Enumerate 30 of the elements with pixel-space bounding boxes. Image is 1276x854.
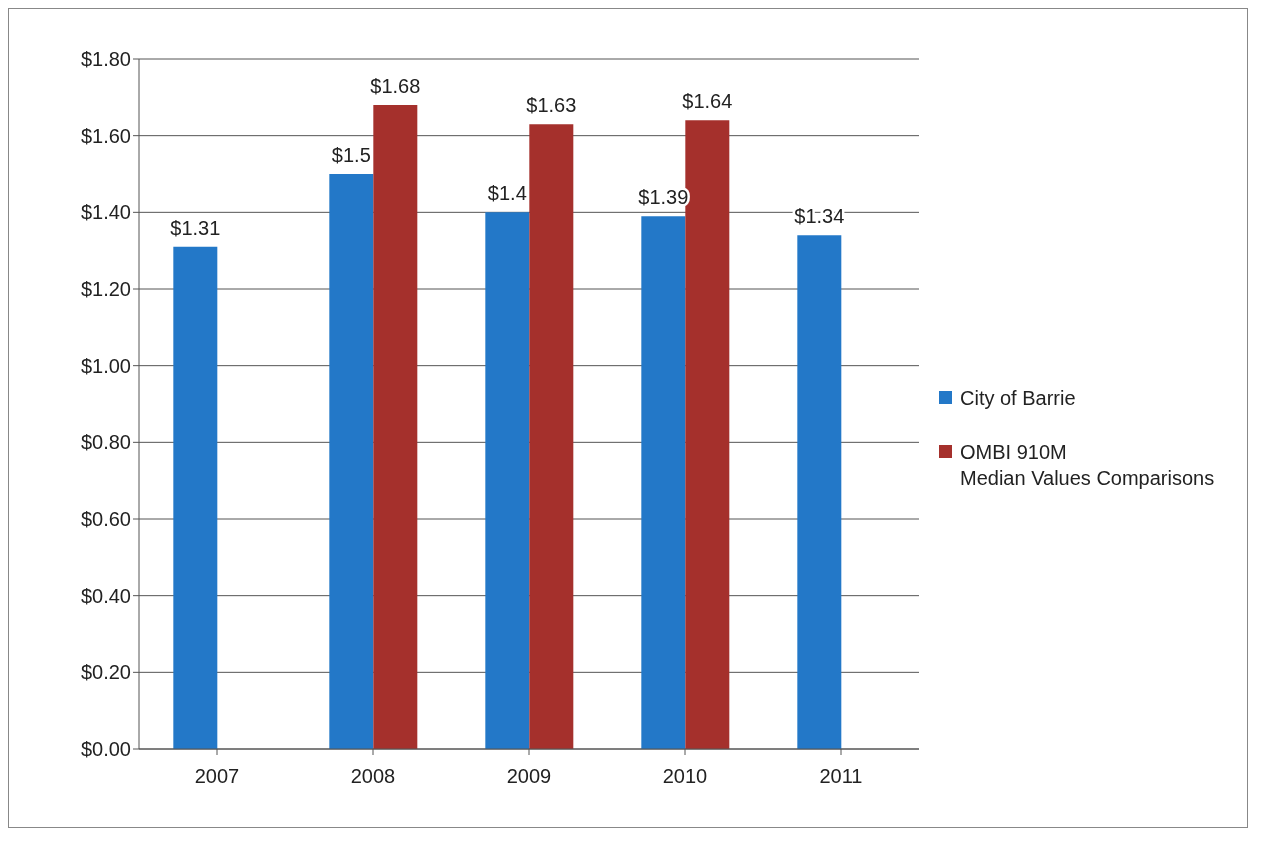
data-label: $1.63 (526, 94, 577, 117)
y-tick-label: $0.60 (80, 508, 131, 531)
x-tick-label: 2011 (819, 765, 863, 788)
bar (329, 174, 374, 749)
bar (485, 212, 530, 749)
data-label: $1.64 (682, 90, 733, 113)
data-label: $1.31 (170, 216, 221, 239)
y-tick-label: $0.00 (80, 738, 131, 761)
y-tick-label: $1.80 (80, 48, 131, 71)
bar (373, 105, 418, 749)
x-tick-label: 2009 (506, 765, 552, 788)
bar (641, 216, 686, 749)
data-label: $1.68 (370, 75, 421, 97)
bar (797, 235, 842, 749)
data-label: $1.4 (487, 182, 527, 205)
x-tick-label: 2008 (350, 765, 396, 788)
bar (529, 124, 574, 749)
legend-label: City of Barrie (960, 386, 1077, 411)
data-label: $1.5 (331, 144, 371, 166)
legend-label: OMBI 910M Median Values Comparisons (960, 440, 1216, 491)
y-tick-label: $1.60 (80, 124, 131, 147)
y-tick-label: $0.40 (80, 584, 131, 607)
y-tick-label: $0.80 (80, 431, 131, 454)
x-tick-label: 2010 (662, 765, 708, 788)
y-tick-label: $0.20 (80, 661, 131, 684)
x-tick-label: 2007 (194, 765, 240, 788)
y-tick-label: $1.00 (80, 354, 131, 377)
y-tick-label: $1.40 (80, 201, 131, 224)
y-tick-label: $1.20 (80, 278, 131, 301)
bar (173, 246, 218, 749)
